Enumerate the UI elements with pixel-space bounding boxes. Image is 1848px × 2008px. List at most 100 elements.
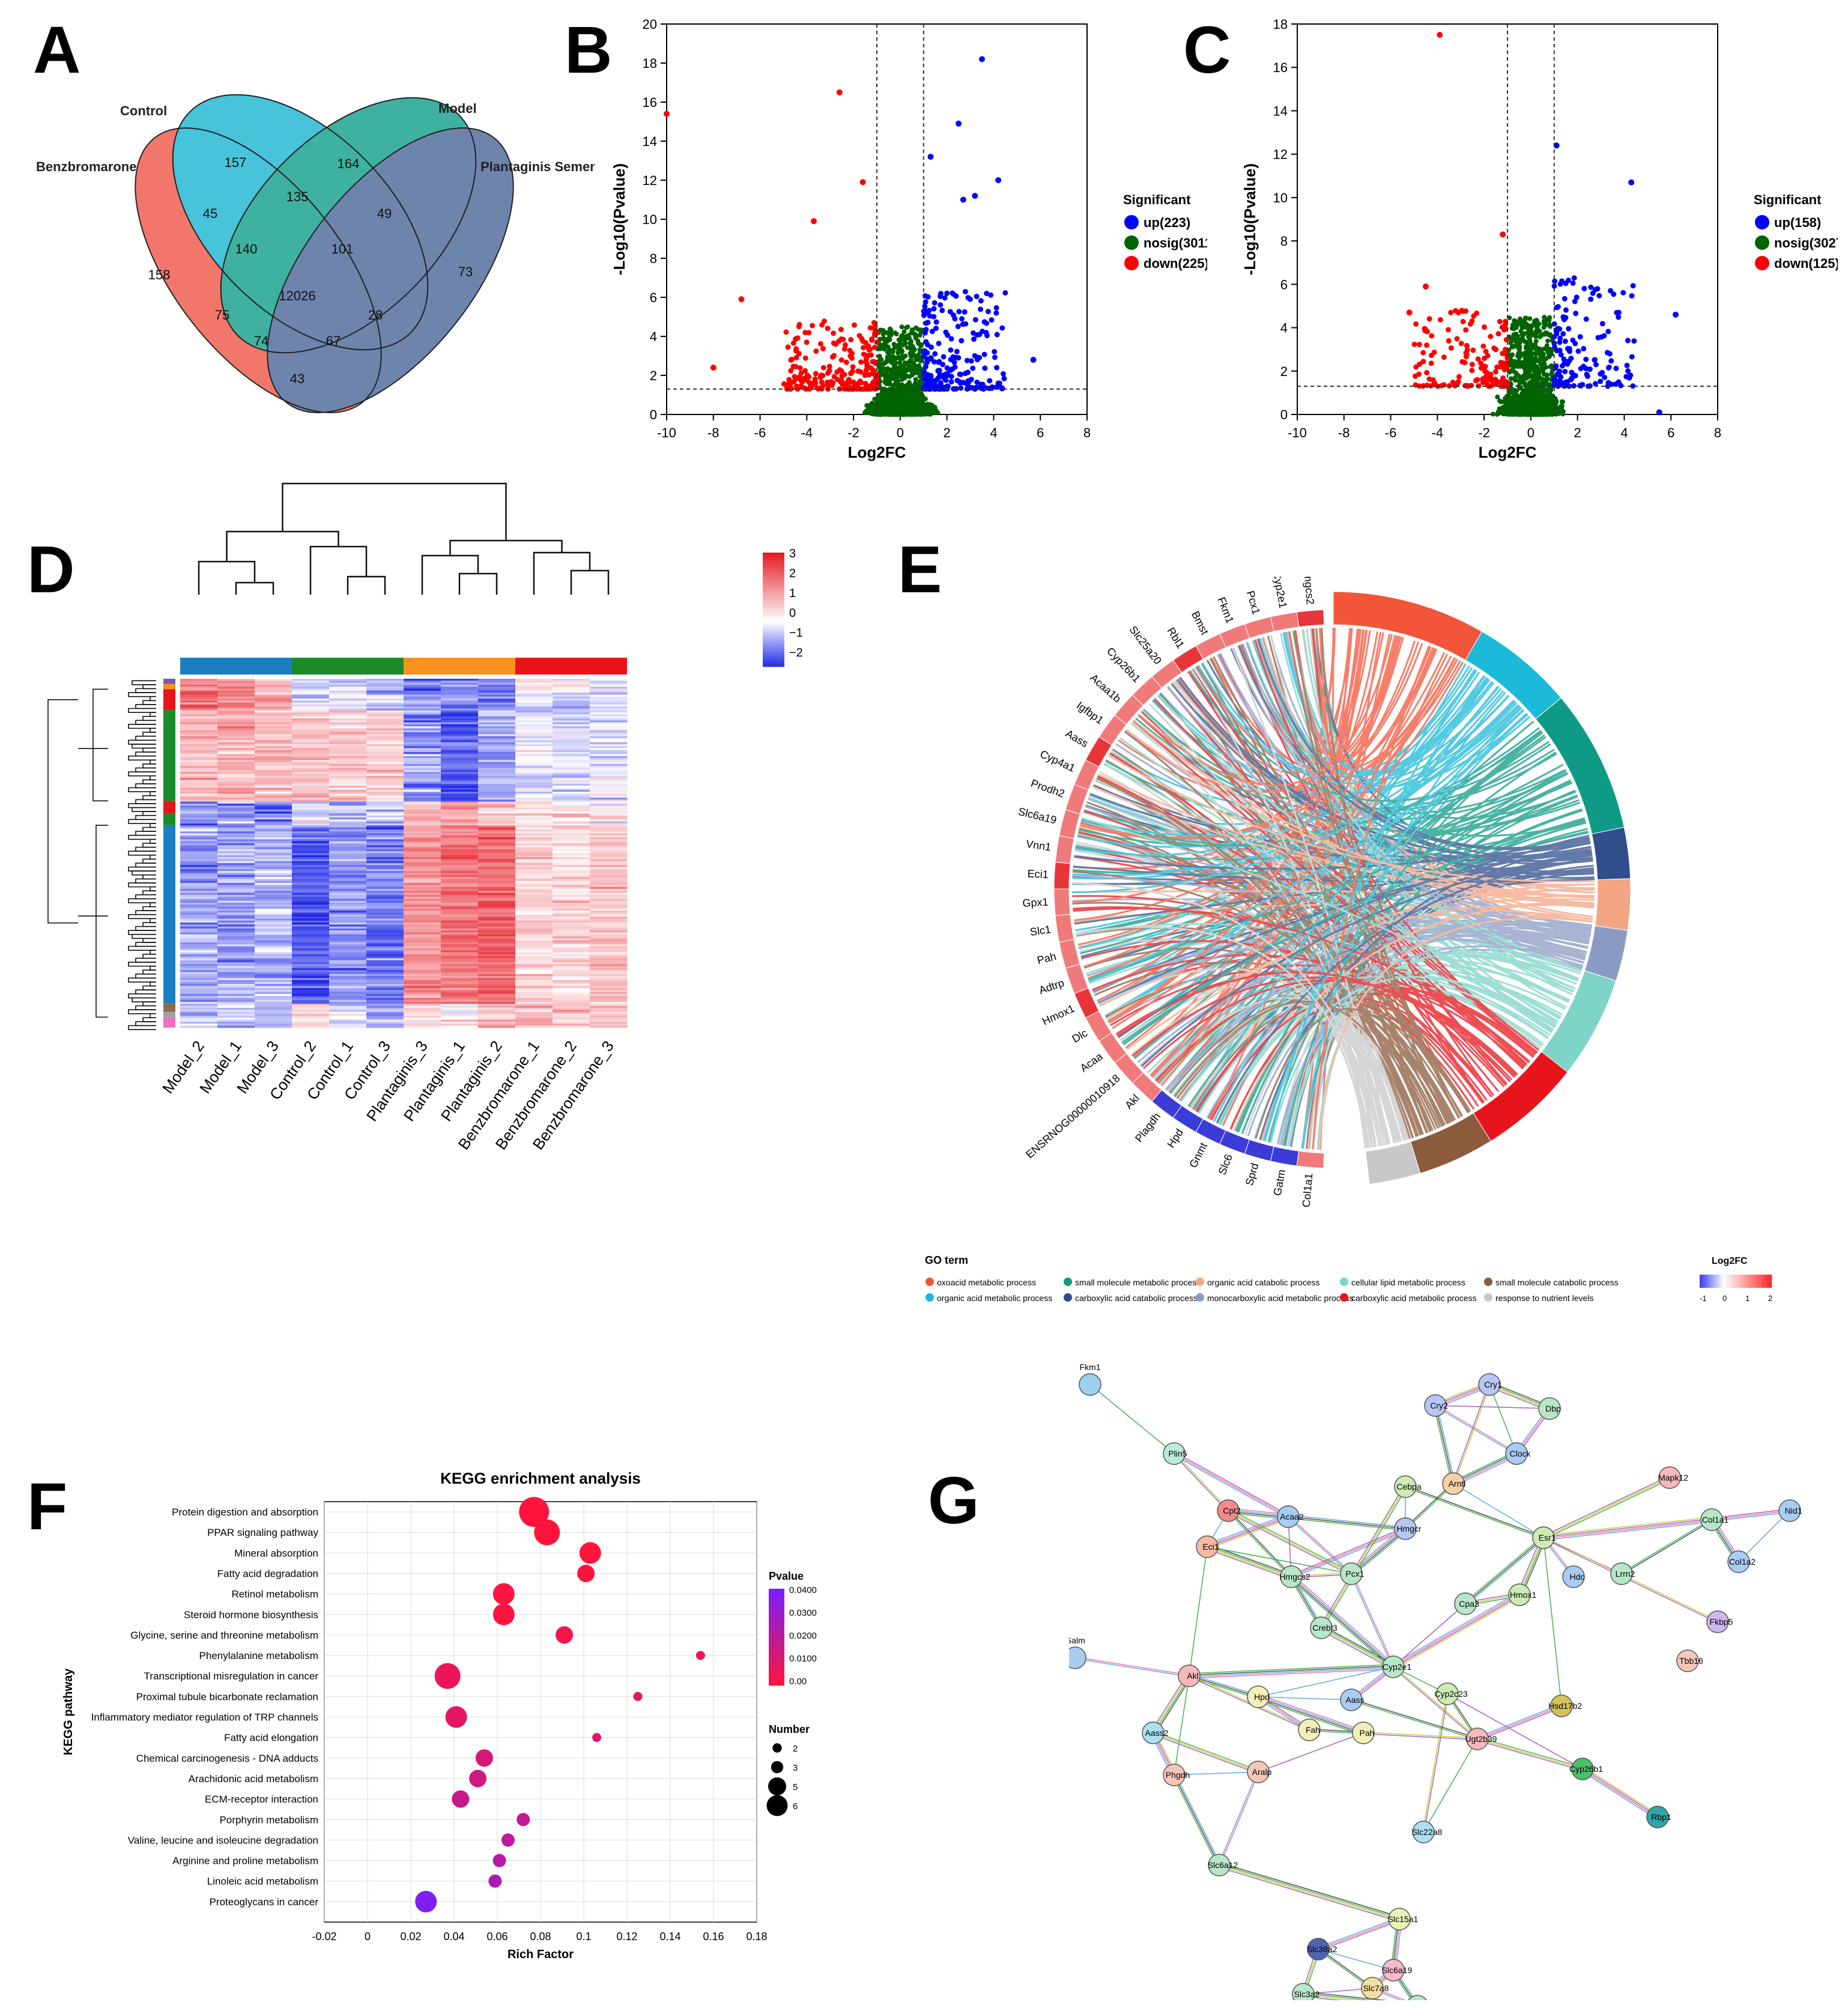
- up-point: [978, 298, 984, 304]
- down-point: [838, 357, 844, 363]
- up-point: [942, 295, 948, 301]
- y-tick-label: 12: [1273, 147, 1288, 162]
- up-point: [922, 299, 929, 305]
- nosig-point: [1542, 315, 1547, 320]
- nosig-point: [1537, 334, 1542, 339]
- nosig-point: [1506, 411, 1512, 416]
- nosig-point: [1543, 387, 1548, 393]
- nosig-point: [913, 377, 918, 382]
- nosig-point: [1508, 376, 1513, 381]
- x-tick-label: 6: [1667, 425, 1674, 440]
- nosig-point: [907, 374, 912, 379]
- down-point: [785, 344, 791, 350]
- up-point: [951, 312, 957, 318]
- nosig-point: [918, 401, 923, 407]
- up-point: [1608, 288, 1614, 294]
- down-point: [786, 377, 792, 383]
- up-point: [948, 347, 954, 353]
- nosig-point: [1507, 315, 1512, 321]
- down-point: [785, 385, 791, 391]
- points: [664, 56, 1037, 417]
- down-point: [790, 363, 796, 369]
- points: [1406, 32, 1679, 417]
- nosig-point: [877, 396, 882, 402]
- venn-set-plantaginis: [267, 128, 514, 413]
- nosig-point: [1513, 404, 1518, 410]
- up-point: [1001, 375, 1007, 381]
- up-point: [960, 321, 966, 327]
- up-point: [996, 380, 1002, 386]
- nosig-point: [1518, 329, 1524, 334]
- panel-label-e: E: [898, 533, 942, 607]
- venn-region: 49: [377, 206, 392, 221]
- down-point: [839, 373, 845, 379]
- up-point: [954, 377, 960, 383]
- nosig-point: [915, 338, 921, 344]
- down-point: [793, 346, 799, 352]
- up-point: [965, 378, 971, 384]
- nosig-point: [880, 332, 886, 337]
- down-point: [874, 377, 880, 383]
- up-point: [952, 364, 958, 370]
- nosig-point: [1533, 329, 1539, 334]
- up-point: [962, 309, 968, 315]
- nosig-point: [916, 363, 921, 368]
- down-point: [831, 353, 837, 359]
- nosig-point: [1507, 390, 1513, 395]
- x-tick-label: -10: [657, 425, 676, 440]
- nosig-point: [913, 390, 918, 395]
- up-point: [1030, 357, 1037, 363]
- nosig-point: [886, 335, 892, 341]
- down-point: [813, 371, 819, 377]
- down-point: [838, 379, 844, 385]
- panel-label-a: A: [33, 13, 81, 87]
- nosig-point: [881, 361, 886, 366]
- down-point: [850, 379, 856, 385]
- nosig-point: [1525, 375, 1531, 380]
- up-point: [929, 329, 935, 335]
- up-point: [948, 336, 954, 342]
- up-point: [989, 384, 995, 390]
- nosig-point: [1533, 339, 1539, 344]
- nosig-point: [911, 330, 916, 336]
- down-point: [859, 179, 866, 186]
- up-point: [945, 332, 951, 338]
- nosig-point: [880, 404, 885, 409]
- up-point: [944, 371, 950, 377]
- down-point: [793, 336, 799, 342]
- up-point: [964, 357, 970, 363]
- down-point: [847, 348, 853, 354]
- nosig-point: [1519, 335, 1525, 341]
- nosig-point: [884, 406, 889, 411]
- up-point: [938, 291, 944, 297]
- nosig-point: [912, 347, 917, 353]
- nosig-point: [1541, 351, 1547, 357]
- nosig-point: [1538, 361, 1544, 366]
- up-point: [965, 295, 971, 301]
- down-point: [847, 353, 853, 359]
- nosig-point: [1519, 352, 1524, 357]
- nosig-point: [1527, 316, 1533, 321]
- venn-label-control: Control: [120, 103, 167, 118]
- nosig-point: [878, 327, 883, 333]
- nosig-point: [1541, 321, 1547, 326]
- up-point: [957, 371, 963, 377]
- nosig-point: [917, 333, 922, 338]
- y-tick-label: 2: [650, 368, 657, 383]
- nosig-point: [1521, 408, 1526, 413]
- down-point: [826, 368, 832, 374]
- nosig-point: [894, 404, 900, 409]
- nosig-point: [910, 400, 915, 405]
- up-point: [925, 294, 931, 300]
- panel-label-f: F: [27, 1470, 68, 1544]
- volcano-plot-b: -10 -8 -6 -4 -2 0 2 4 6 802468101214161820Log2FC-…: [610, 17, 1207, 461]
- nosig-point: [1512, 378, 1518, 383]
- nosig-point: [916, 352, 921, 357]
- up-point: [932, 300, 938, 306]
- venn-region: 28: [368, 308, 383, 323]
- venn-label-model: Model: [438, 101, 477, 116]
- up-point: [968, 358, 974, 364]
- nosig-point: [1510, 368, 1516, 374]
- down-point: [825, 326, 831, 332]
- y-tick-label: 16: [643, 95, 657, 110]
